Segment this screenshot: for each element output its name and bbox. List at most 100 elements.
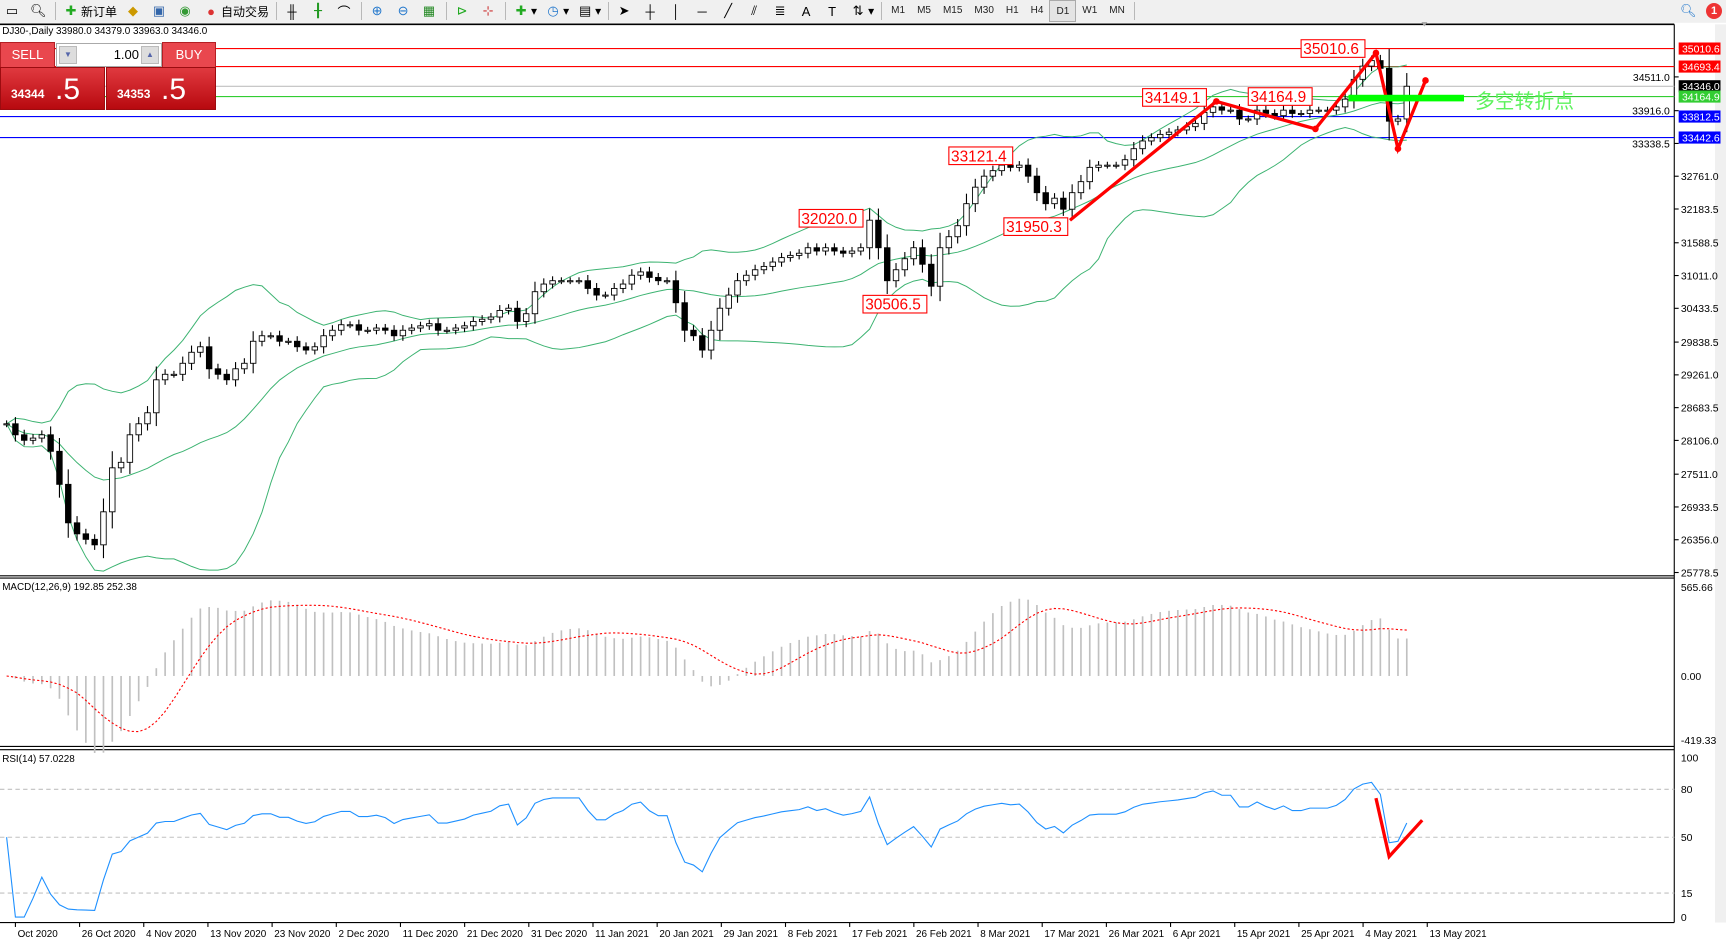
timeframe-h1[interactable]: H1	[1005, 4, 1019, 16]
timeframe-m30[interactable]: M30	[974, 4, 994, 16]
bear-candle-body	[875, 219, 882, 249]
candle	[1245, 115, 1252, 123]
crosshair-button[interactable]: ┼	[638, 1, 664, 21]
one-click-trading-panel: SELL ▼ 1.00 ▲ BUY 34344 .5 34353 .5	[0, 42, 216, 110]
terminal-button[interactable]: ▣	[147, 1, 173, 21]
candle	[285, 337, 292, 345]
bull-candle-body	[153, 379, 160, 414]
macd-panel: 565.66 0.00 -419.33	[6, 583, 1716, 753]
templates-button[interactable]: ▤ ▾	[578, 3, 602, 18]
bear-candle-body	[205, 346, 213, 370]
sell-button[interactable]: SELL	[0, 42, 55, 68]
candle	[1306, 105, 1314, 118]
timeframe-h4[interactable]: H4	[1030, 4, 1044, 16]
trendline-button[interactable]: ╱	[716, 1, 742, 21]
bull-candle-body	[1165, 131, 1173, 135]
notifications-button[interactable]: 1	[1702, 1, 1726, 21]
lot-decrease-button[interactable]: ▼	[59, 46, 77, 64]
timeframe-m5[interactable]: M5	[917, 4, 931, 16]
arrows-button[interactable]: ⇅ ▾	[846, 1, 878, 21]
candle	[1112, 161, 1120, 169]
lot-size-field[interactable]: ▼ 1.00 ▲	[56, 43, 162, 67]
bear-candle-body	[690, 329, 697, 337]
price-chart[interactable]: DJ30-,Daily 33980.0 34379.0 33963.0 3434…	[0, 22, 1726, 948]
arrow-head-icon	[1394, 145, 1402, 153]
text-label-button[interactable]: T	[820, 1, 846, 21]
tile-windows-button[interactable]: ▦	[417, 1, 443, 21]
bull-candle-body	[549, 280, 556, 285]
timeframe-w1[interactable]: W1	[1082, 4, 1098, 16]
bull-candle-body	[1394, 118, 1402, 122]
bull-candle-body	[1016, 164, 1023, 168]
market-watch-button[interactable]: ◆	[121, 1, 147, 21]
tile-icon: ▦	[422, 3, 436, 18]
chart-shift-button[interactable]: ⊹	[476, 1, 502, 21]
candle	[373, 323, 380, 335]
bull-candle-body	[866, 219, 873, 249]
price-tick-label: 25778.5	[1681, 568, 1719, 579]
trend-arrows	[1068, 49, 1428, 222]
timeframe-m1[interactable]: M1	[891, 4, 906, 16]
search-button[interactable]: 🔍︎	[1676, 1, 1702, 21]
bar-chart-button[interactable]: ╫	[280, 1, 306, 21]
auto-trading-button[interactable]: ● 自动交易	[199, 1, 273, 21]
candle	[584, 274, 592, 295]
candle	[346, 321, 354, 329]
bull-candle-body	[743, 274, 750, 282]
date-label: 25 Apr 2021	[1301, 929, 1355, 940]
buy-button[interactable]: BUY	[162, 42, 216, 68]
signals-button[interactable]: ◉	[173, 1, 199, 21]
candle	[135, 417, 142, 442]
bull-candle-body	[1086, 166, 1093, 183]
lot-increase-button[interactable]: ▲	[141, 46, 159, 64]
bull-candle-body	[417, 325, 424, 329]
price-tag-label: 33442.6	[1682, 133, 1720, 144]
bull-candle-body	[452, 327, 459, 331]
candle	[1130, 141, 1137, 167]
candle	[188, 345, 195, 370]
candle	[417, 321, 424, 333]
autoscroll-icon: ⊳	[456, 3, 468, 18]
cursor-button[interactable]: ➤	[612, 1, 638, 21]
sell-price-main: 34344	[11, 87, 45, 101]
sell-price-frac: .5	[55, 73, 81, 106]
candle	[1192, 118, 1199, 132]
candle	[972, 178, 979, 213]
candle	[1289, 105, 1296, 118]
channel-button[interactable]: ⫽	[742, 1, 768, 21]
candle-chart-button[interactable]: ╂	[306, 1, 332, 21]
bull-candle-body	[663, 280, 671, 283]
candle	[65, 469, 72, 538]
bull-candle-body	[258, 335, 266, 342]
line-chart-button[interactable]: ⌒	[332, 1, 358, 21]
open-file-button[interactable]: ▭	[0, 1, 26, 21]
vertical-line-button[interactable]: │	[664, 1, 690, 21]
candle	[831, 243, 838, 256]
bull-candle-body	[197, 346, 204, 353]
auto-trading-icon: ●	[207, 3, 215, 19]
periods-button[interactable]: ◷ ▾	[541, 1, 573, 21]
candle	[179, 356, 186, 382]
sell-price-button[interactable]: 34344 .5	[0, 67, 105, 110]
candle	[338, 319, 345, 336]
bear-candle-body	[382, 327, 389, 331]
bull-candle-body	[329, 329, 336, 337]
price-annotation-box	[1247, 87, 1313, 106]
timeframe-mn[interactable]: MN	[1109, 4, 1125, 16]
search-history-button[interactable]: 🔍︎	[26, 1, 52, 21]
new-order-button[interactable]: ✚ 新订单	[59, 1, 121, 21]
horizontal-line-button[interactable]: ─	[690, 1, 716, 21]
indicators-button[interactable]: ✚ ▾	[509, 1, 541, 21]
zoom-out-button[interactable]: ⊖	[391, 1, 417, 21]
bull-candle-body	[602, 294, 609, 297]
zoom-in-button[interactable]: ⊕	[365, 1, 391, 21]
chart-shift-icon: ⊹	[482, 3, 494, 18]
price-tag-label: 34346.0	[1682, 82, 1720, 93]
buy-price-button[interactable]: 34353 .5	[106, 67, 216, 110]
auto-scroll-button[interactable]: ⊳	[450, 1, 476, 21]
timeframe-m15[interactable]: M15	[942, 4, 963, 16]
fibonacci-button[interactable]: ≣	[768, 1, 794, 21]
text-button[interactable]: A	[794, 1, 820, 21]
timeframe-d1[interactable]: D1	[1049, 0, 1077, 22]
candle	[725, 287, 732, 316]
